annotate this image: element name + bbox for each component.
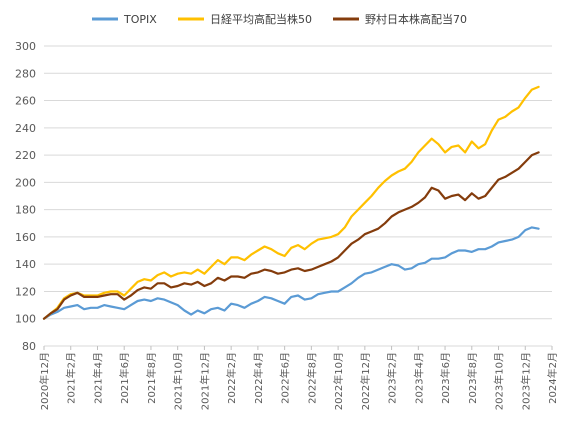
series-line-nomura-japan-high-dividend-70 <box>42 151 540 320</box>
x-tick-label: 2022年6月 <box>279 352 292 404</box>
y-tick-label: 280 <box>15 67 36 80</box>
x-tick-label: 2023年2月 <box>386 352 399 404</box>
x-tick-label: 2021年4月 <box>91 352 104 404</box>
legend: TOPIX 日経平均高配当株50 野村日本株高配当70 <box>92 12 467 26</box>
x-tick-label: 2022年4月 <box>252 352 265 404</box>
y-tick-label: 200 <box>15 176 36 189</box>
x-tick-label: 2024年2月 <box>546 352 559 404</box>
y-axis: 80 100 120 140 160 180 200 220 240 260 280 300 <box>15 40 36 353</box>
y-tick-label: 80 <box>22 340 36 353</box>
y-tick-label: 300 <box>15 40 36 53</box>
x-tick-label: 2021年12月 <box>198 352 211 410</box>
y-tick-label: 160 <box>15 231 36 244</box>
x-axis: 2020年12月 2021年2月 2021年4月 2021年6月 2021年8月 2021… <box>38 346 559 410</box>
x-tick-label: 2021年10月 <box>172 352 185 410</box>
series-line-topix <box>42 226 540 320</box>
y-tick-label: 240 <box>15 122 36 135</box>
y-tick-label: 180 <box>15 204 36 217</box>
x-tick-label: 2021年6月 <box>118 352 131 404</box>
x-tick-label: 2023年12月 <box>519 352 532 410</box>
x-tick-label: 2023年6月 <box>439 352 452 404</box>
legend-label-nikkei-high-dividend-50: 日経平均高配当株50 <box>210 12 312 26</box>
x-tick-label: 2020年12月 <box>38 352 51 410</box>
y-tick-label: 260 <box>15 95 36 108</box>
x-tick-label: 2021年8月 <box>145 352 158 404</box>
y-tick-label: 140 <box>15 258 36 271</box>
plot-area <box>42 85 540 320</box>
x-tick-label: 2023年8月 <box>466 352 479 404</box>
legend-label-topix: TOPIX <box>123 13 157 26</box>
y-tick-label: 120 <box>15 285 36 298</box>
x-tick-label: 2022年2月 <box>225 352 238 404</box>
x-tick-label: 2022年10月 <box>332 352 345 410</box>
x-tick-label: 2022年12月 <box>359 352 372 410</box>
y-tick-label: 220 <box>15 149 36 162</box>
series-line-nikkei-high-dividend-50 <box>42 85 540 320</box>
legend-label-nomura-japan-high-dividend-70: 野村日本株高配当70 <box>365 12 467 26</box>
y-tick-label: 100 <box>15 313 36 326</box>
x-tick-label: 2022年8月 <box>305 352 318 404</box>
x-tick-label: 2023年10月 <box>493 352 506 410</box>
x-tick-label: 2021年2月 <box>65 352 78 404</box>
x-tick-label: 2023年4月 <box>412 352 425 404</box>
